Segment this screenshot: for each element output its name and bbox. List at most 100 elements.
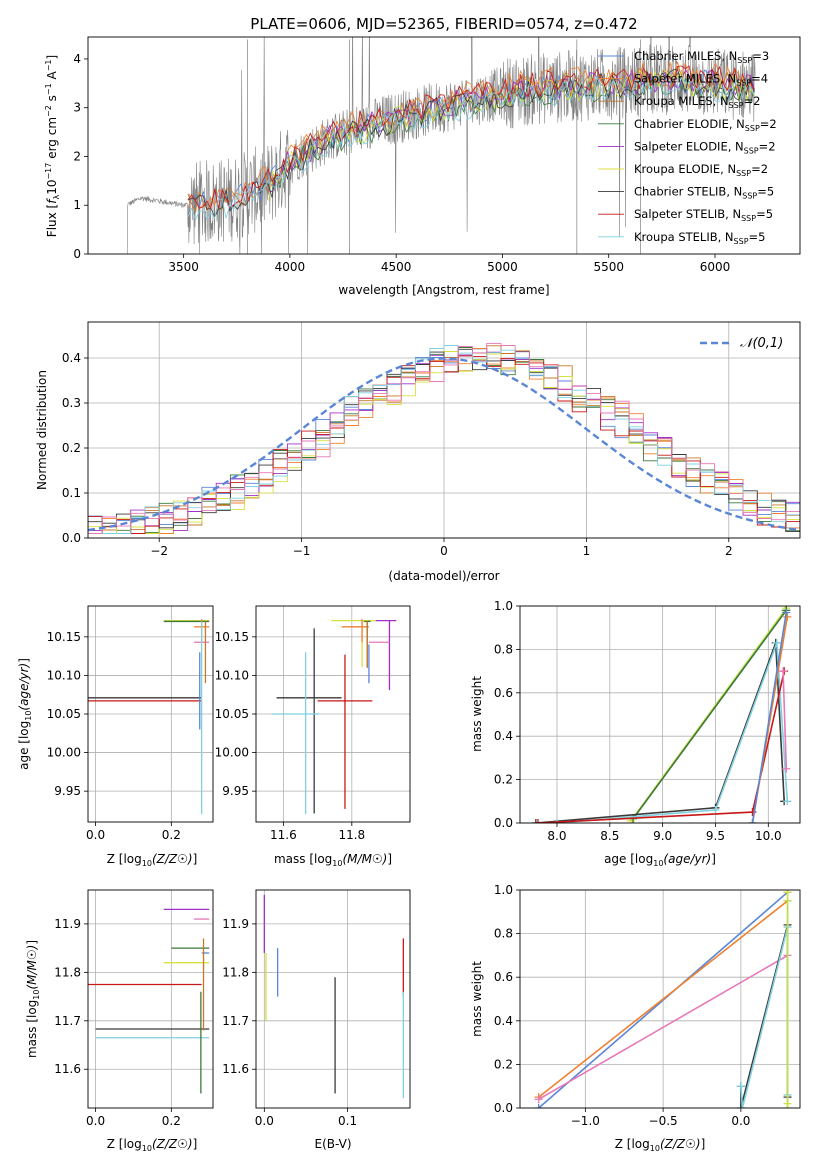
axes-frame (255, 889, 411, 1109)
label-part: ] (45, 55, 59, 60)
plot-area (271, 619, 397, 815)
weight-marker (552, 819, 561, 823)
y-tick-label: 11.6 (54, 1062, 81, 1076)
legend-sub: SSP (745, 124, 760, 133)
x-tick-label: 3500 (168, 260, 199, 274)
axes-frame (87, 321, 801, 539)
legend-label: Chabrier ELODIE, NSSP=2 (634, 117, 777, 133)
y-tick-label: 0.4 (494, 1014, 513, 1028)
legend-text: =2 (751, 162, 768, 176)
legend-sub: SSP (736, 169, 751, 178)
x-tick-label: 0.2 (162, 1114, 181, 1128)
y-tick-label: 0.0 (494, 816, 513, 830)
legend-text: Kroupa ELODIE, N (634, 162, 736, 176)
x-tick-label: 4000 (275, 260, 306, 274)
y-tick-label: 11.9 (54, 917, 81, 931)
legend-sub: SSP (729, 101, 744, 110)
x-tick-label: 0.0 (86, 1114, 105, 1128)
label-part: mass [log (25, 1000, 39, 1058)
label-part: (Z/Z☉) (660, 1137, 701, 1151)
weight-marker (783, 797, 792, 806)
legend-text: Salpeter ELODIE, N (634, 139, 744, 153)
label-part: ] (387, 852, 392, 866)
label-part: f (45, 198, 59, 204)
mass-vs-metallicity-panel: 0.0 0.2 11.6 11.7 11.8 11.9 Z [log10(Z/Z☉)] mas… (25, 889, 214, 1153)
x-tick-label: 5000 (487, 260, 518, 274)
legend-text: =5 (756, 207, 773, 221)
weight-line (538, 954, 789, 1100)
weight-marker (738, 1104, 747, 1108)
legend-text: =2 (760, 117, 777, 131)
y-tick-label: 10.05 (215, 707, 249, 721)
plot-area (88, 908, 210, 1094)
x-tick-label: 0.0 (731, 1114, 750, 1128)
y-axis-label: mass weight (470, 676, 484, 752)
x-tick-label: 0.1 (338, 1114, 357, 1128)
label-part: −17 (44, 163, 53, 180)
weight-line (556, 642, 789, 823)
label-part: ] (701, 1137, 706, 1151)
axis-label: mass [log10(M/M☉)] (274, 852, 392, 868)
y-tick-label: 1.0 (494, 883, 513, 897)
x-tick-label: 4500 (381, 260, 412, 274)
axes-frame (255, 605, 411, 823)
y-tick-label: 0.2 (494, 1057, 513, 1071)
y-tick-label: 11.7 (54, 1014, 81, 1028)
model-fit-line (268, 69, 755, 201)
label-sub: 10 (24, 711, 33, 721)
label-part: Z [log (615, 1137, 650, 1151)
x-axis-label: wavelength [Angstrom, rest frame] (338, 283, 549, 297)
label-part: −2 (44, 105, 53, 117)
label-part: mass [log (274, 852, 332, 866)
label-part: (Z/Z☉) (152, 852, 193, 866)
legend-sub: SSP (734, 237, 749, 246)
weight-marker (779, 667, 788, 676)
weight-marker (783, 612, 792, 621)
label-part: (age/yr) (17, 663, 31, 711)
legend-text: Salpeter STELIB, N (634, 207, 741, 221)
legend-text: Salpeter MILES, N (634, 72, 736, 86)
y-tick-label: 10.05 (47, 707, 81, 721)
weight-vs-age-panel: 8.0 8.5 9.0 9.5 10.0 0.0 0.2 0.4 0.6 0.8 1.0 age [l… (470, 599, 801, 868)
y-tick-label: 10.10 (215, 668, 249, 682)
legend-sub: SSP (737, 56, 752, 65)
weight-line (535, 642, 785, 823)
y-axis-label: Normed distribution (35, 370, 49, 490)
legend-text: =5 (757, 185, 774, 199)
x-axis-label: Z [log10(Z/Z☉)] (107, 1137, 198, 1153)
plot-area (88, 342, 800, 534)
y-tick-label: 10.00 (47, 746, 81, 760)
legend-text: =2 (744, 94, 761, 108)
y-tick-label: 10.00 (215, 746, 249, 760)
y-tick-label: 0.0 (494, 1101, 513, 1115)
residuals-panel: −2 −1 0 1 2 0.0 0.1 0.2 0.3 0.4 𝒩(0,1) (data-model)… (35, 321, 801, 583)
weight-marker (736, 1104, 745, 1108)
y-tick-label: 0.4 (62, 351, 81, 365)
weight-marker (531, 819, 540, 823)
x-tick-label: 11.6 (270, 828, 297, 842)
label-sub: 10 (142, 859, 152, 868)
y-tick-label: 11.8 (54, 965, 81, 979)
label-part: ] (25, 940, 39, 945)
plot-area (88, 619, 210, 815)
axes-frame (87, 605, 214, 823)
weight-marker (783, 896, 792, 905)
y-tick-label: 9.95 (54, 784, 81, 798)
weight-line (632, 609, 787, 820)
x-axis-label: Z [log10(Z/Z☉)] (615, 1137, 706, 1153)
y-tick-label: 0.6 (494, 970, 513, 984)
plot-area (534, 890, 792, 1108)
plot-area (531, 606, 792, 823)
label-part: −1 (44, 59, 53, 71)
label-sub: 10 (32, 990, 41, 1000)
mass-vs-extinction-panel: 0.0 0.1 11.6 11.7 11.8 11.9 E(B-V) (222, 889, 411, 1151)
y-tick-label: 0.1 (62, 486, 81, 500)
label-sub: 10 (142, 1144, 152, 1153)
y-tick-label: 11.7 (222, 1014, 249, 1028)
legend-label: 𝒩(0,1) (740, 336, 783, 351)
legend-sub: SSP (736, 79, 751, 88)
legend-sub: SSP (744, 146, 759, 155)
y-tick-label: 2 (73, 149, 81, 163)
